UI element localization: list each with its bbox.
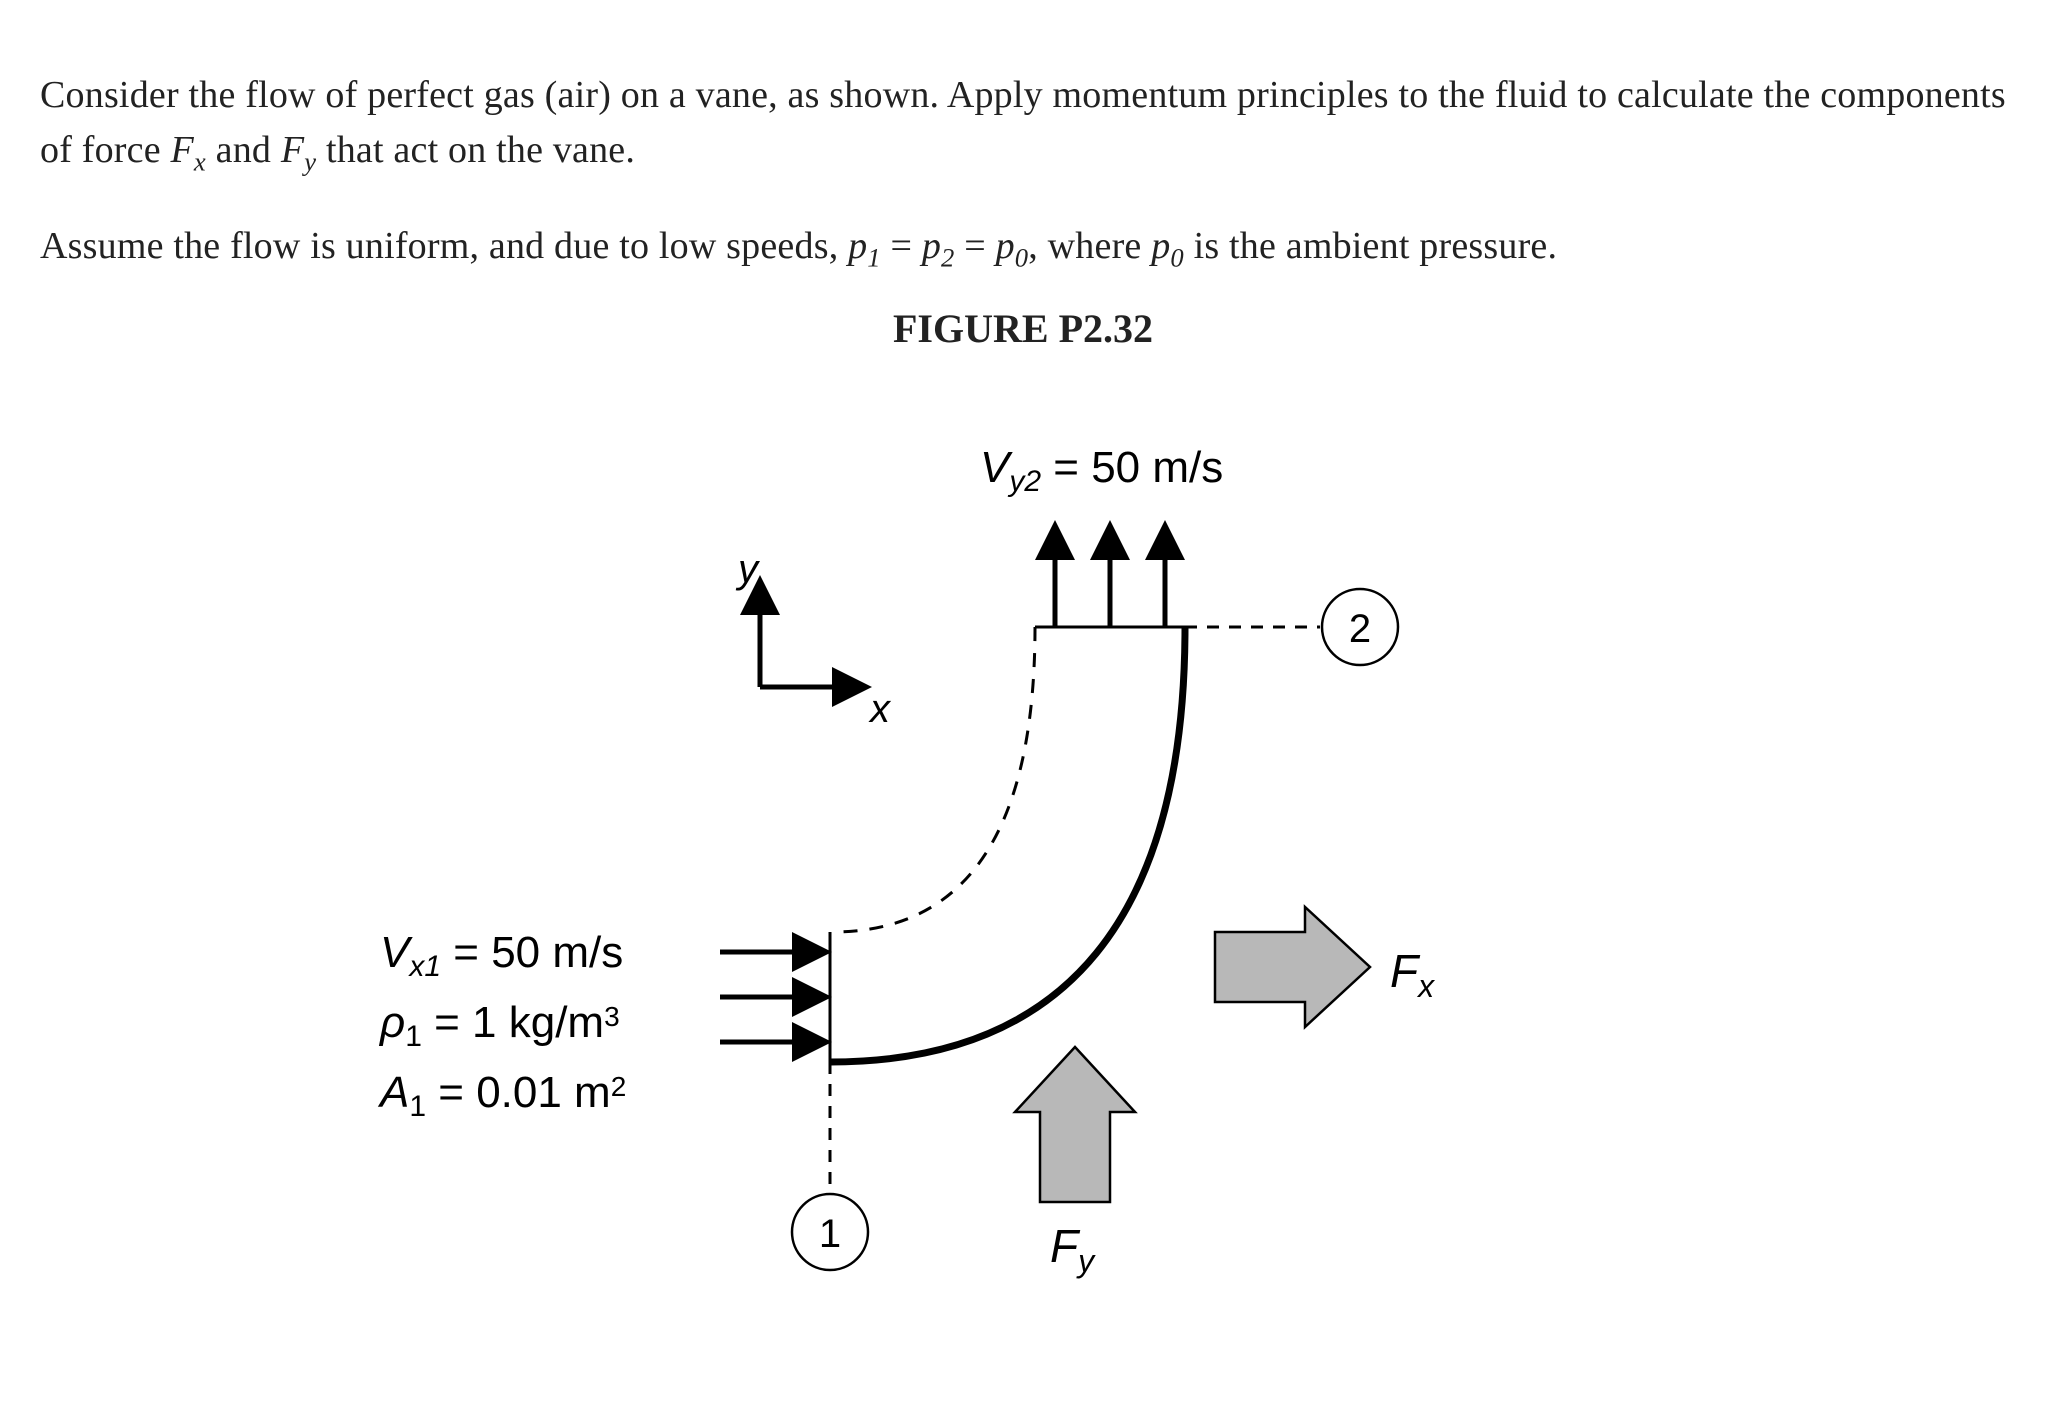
fx-arrow bbox=[1215, 907, 1370, 1027]
problem-statement-2: Assume the flow is uniform, and due to l… bbox=[40, 219, 2006, 277]
text-run: and bbox=[206, 129, 281, 171]
axis-x-label: x bbox=[868, 687, 892, 731]
figure-title: FIGURE P2.32 bbox=[40, 305, 2006, 352]
fy-arrow bbox=[1015, 1047, 1135, 1202]
a1-label: A1 = 0.01 m2 bbox=[377, 1068, 626, 1123]
problem-statement-1: Consider the flow of perfect gas (air) o… bbox=[40, 68, 2006, 181]
vane-inner-curve bbox=[832, 627, 1035, 932]
symbol-p1: p1 bbox=[848, 225, 881, 267]
text-run: = bbox=[955, 225, 996, 267]
station-1-label: 1 bbox=[819, 1212, 841, 1256]
symbol-p2: p2 bbox=[922, 225, 955, 267]
coordinate-axes bbox=[760, 587, 860, 687]
symbol-p0: p0 bbox=[996, 225, 1029, 267]
inlet-arrows bbox=[720, 952, 820, 1042]
axis-y-label: y bbox=[735, 547, 761, 591]
symbol-fy: Fy bbox=[281, 129, 316, 171]
page: Consider the flow of perfect gas (air) o… bbox=[0, 0, 2046, 1409]
text-run: is the ambient pressure. bbox=[1184, 225, 1557, 267]
figure-wrap: Vy2 = 50 m/s 2 y x bbox=[40, 352, 2006, 1332]
fx-label: Fx bbox=[1390, 945, 1435, 1004]
rho1-label: ρ1 = 1 kg/m3 bbox=[378, 998, 620, 1053]
symbol-p0b: p0 bbox=[1151, 225, 1184, 267]
station-2-label: 2 bbox=[1349, 607, 1371, 651]
outlet-arrows bbox=[1055, 532, 1165, 627]
text-run: = bbox=[881, 225, 922, 267]
text-run: , where bbox=[1028, 225, 1151, 267]
fy-label: Fy bbox=[1050, 1220, 1096, 1279]
text-run: that act on the vane. bbox=[316, 129, 635, 171]
vx1-label: Vx1 = 50 m/s bbox=[380, 928, 623, 983]
symbol-fx: Fx bbox=[171, 129, 206, 171]
vy2-label: Vy2 = 50 m/s bbox=[980, 443, 1223, 498]
text-run: Assume the flow is uniform, and due to l… bbox=[40, 225, 848, 267]
vane-diagram: Vy2 = 50 m/s 2 y x bbox=[360, 412, 1660, 1312]
